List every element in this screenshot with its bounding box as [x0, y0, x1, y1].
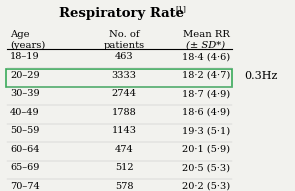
Text: 20·2 (5·3): 20·2 (5·3) [182, 182, 230, 191]
Text: patients: patients [104, 40, 145, 49]
Text: 1788: 1788 [112, 108, 137, 117]
Text: 18·4 (4·6): 18·4 (4·6) [182, 52, 230, 61]
Text: 0.3Hz: 0.3Hz [244, 71, 277, 81]
Text: 18·7 (4·9): 18·7 (4·9) [182, 89, 230, 98]
Text: 3333: 3333 [112, 71, 137, 80]
Text: Mean RR: Mean RR [183, 30, 230, 39]
Text: 18·2 (4·7): 18·2 (4·7) [182, 71, 230, 80]
Text: 65–69: 65–69 [10, 163, 40, 172]
Text: 20–29: 20–29 [10, 71, 40, 80]
Text: (years): (years) [10, 40, 45, 50]
Text: No. of: No. of [109, 30, 140, 39]
Text: 578: 578 [115, 182, 133, 191]
Text: 20·5 (5·3): 20·5 (5·3) [182, 163, 230, 172]
Text: 2744: 2744 [112, 89, 137, 98]
Text: 70–74: 70–74 [10, 182, 40, 191]
Text: 18·6 (4·9): 18·6 (4·9) [182, 108, 230, 117]
Text: 60–64: 60–64 [10, 145, 40, 154]
Text: Age: Age [10, 30, 30, 39]
Text: Respiratory Rate: Respiratory Rate [59, 6, 184, 19]
Text: 30–39: 30–39 [10, 89, 40, 98]
Text: (± SD*): (± SD*) [186, 40, 225, 49]
Text: 512: 512 [115, 163, 133, 172]
Text: 40–49: 40–49 [10, 108, 40, 117]
Text: 20·1 (5·9): 20·1 (5·9) [182, 145, 230, 154]
Text: 1143: 1143 [112, 126, 137, 135]
Text: 474: 474 [115, 145, 134, 154]
Text: 19·3 (5·1): 19·3 (5·1) [182, 126, 230, 135]
Text: 18–19: 18–19 [10, 52, 40, 61]
Text: 463: 463 [115, 52, 133, 61]
Text: 50–59: 50–59 [10, 126, 40, 135]
Text: [1]: [1] [176, 5, 186, 13]
